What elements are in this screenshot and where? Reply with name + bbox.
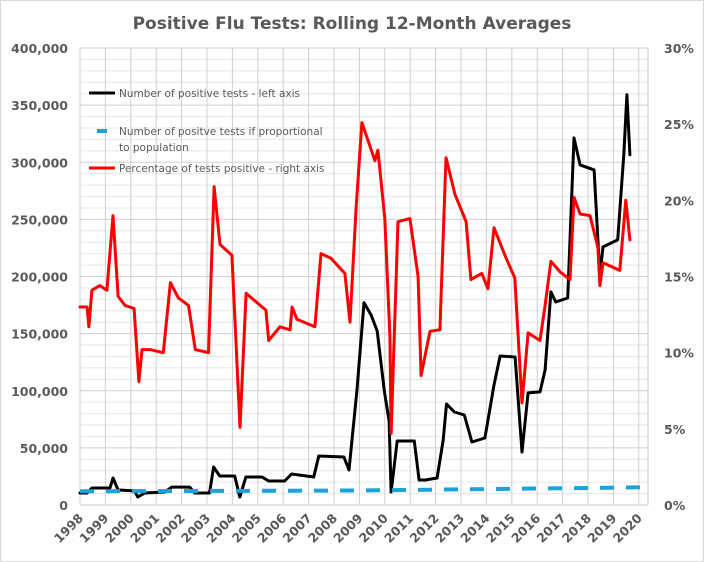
y-left-tick-label: 250,000	[11, 212, 68, 227]
legend-label: Number of positive tests - left axis	[119, 88, 300, 100]
y-right-tick-label: 5%	[664, 422, 686, 437]
y-left-tick-label: 50,000	[20, 441, 69, 456]
series-line-positive-tests	[78, 93, 632, 499]
y-right-tick-label: 0%	[664, 498, 686, 513]
legend-label: Percentage of tests positive - right axi…	[119, 163, 325, 175]
gridlines	[79, 47, 649, 506]
y-left-tick-label: 350,000	[11, 98, 68, 113]
y-left-tick-label: 100,000	[11, 384, 68, 399]
y-left-tick-label: 300,000	[11, 155, 68, 170]
legend: Number of positive tests - left axis Numb…	[89, 88, 325, 175]
y-left-tick-label: 0	[59, 498, 68, 513]
legend-label: Number of positve tests if proportional	[119, 126, 323, 138]
x-axis: 1998199920002001200220032004200520062007…	[51, 510, 645, 545]
x-tick-label: 2020	[610, 510, 645, 545]
legend-label: to population	[119, 142, 189, 154]
y-right-tick-label: 30%	[664, 41, 694, 56]
series-layer	[78, 93, 647, 499]
y-right-tick-label: 10%	[664, 346, 694, 361]
y-right-tick-label: 15%	[664, 270, 694, 285]
y-left-tick-label: 200,000	[11, 270, 68, 285]
y-right-tick-label: 20%	[664, 193, 694, 208]
y-right-tick-label: 25%	[664, 117, 694, 132]
y-axis-left: 0 50,000 100,000 150,000 200,000 250,000 300,0…	[11, 41, 68, 513]
y-left-tick-label: 400,000	[11, 41, 68, 56]
series-line-proportional-to-population	[79, 485, 647, 494]
y-left-tick-label: 150,000	[11, 327, 68, 342]
series-line-percentage-positive	[78, 121, 632, 435]
chart-title: Positive Flu Tests: Rolling 12-Month Ave…	[133, 14, 572, 34]
y-axis-right: 0% 5% 10% 15% 20% 25% 30%	[664, 41, 694, 513]
